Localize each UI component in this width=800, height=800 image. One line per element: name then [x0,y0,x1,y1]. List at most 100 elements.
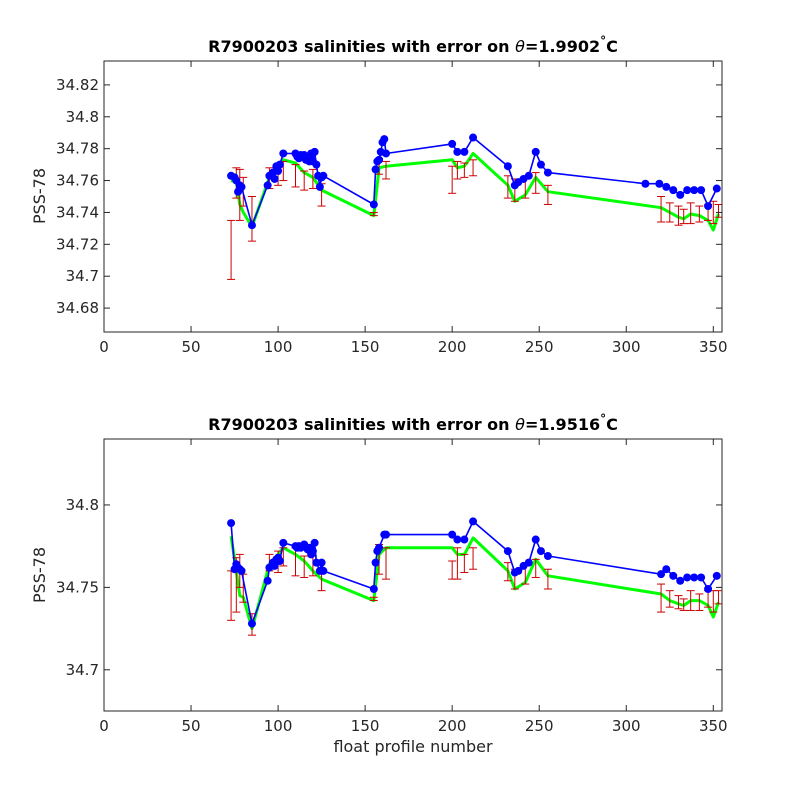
float-salinity-point [704,585,713,594]
x-tick-label: 300 [612,338,641,356]
error-bar [227,219,236,280]
error-bar [460,553,469,574]
float-salinity-point [531,147,540,156]
bottom-axis-ticks: 0 50 100 150 200 250 300 350 34.7 34.75 34.8 [56,439,728,735]
error-bar [665,590,674,608]
error-bar [503,562,512,582]
float-salinity-point [503,162,512,171]
float-salinity-point [662,565,671,574]
float-salinity-point [536,160,545,169]
error-bar [674,205,683,226]
float-salinity-point [310,538,319,547]
float-salinity-point [536,547,545,556]
error-bar [300,555,309,578]
error-bar [291,164,300,188]
x-tick-label: 150 [351,338,380,356]
float-salinity-point [270,174,279,183]
float-salinity-point [382,149,391,158]
float-salinity-point [247,221,256,230]
x-tick-label: 100 [264,338,293,356]
float-salinity-point [263,576,272,585]
error-bar [543,184,552,205]
float-salinity-point [315,182,324,191]
x-tick-label: 150 [351,717,380,735]
float-salinity-point [712,184,721,193]
error-bar [695,593,704,611]
float-salinity-point [371,558,380,567]
x-tick-label: 200 [438,717,467,735]
error-bar [247,196,256,242]
float-salinity-point [237,182,246,191]
error-bar [382,160,391,180]
error-bar [369,596,378,602]
float-salinity-point [460,147,469,156]
float-salinity-point [448,530,457,539]
float-salinity-point [657,570,666,579]
float-salinity-point [275,556,284,565]
y-tick-label: 34.8 [66,108,99,126]
float-salinity-point [274,166,283,175]
float-salinity-point [676,190,685,199]
error-bar [679,598,688,611]
float-salinity-point [371,165,380,174]
top-axis-ticks: 0 50 100 150 200 250 300 350 34.68 34.7 34.72 34.74… [56,61,728,356]
error-bar [657,583,666,613]
y-tick-label: 34.82 [56,76,99,94]
error-bar [453,160,462,180]
float-salinity-point [448,139,457,148]
error-bar [382,547,391,580]
error-bar [665,202,674,223]
top-y-axis-label: PSS-78 [30,168,49,224]
float-salinity-point [669,186,678,195]
float-salinity-point [524,171,533,180]
float-salinity-point [308,547,317,556]
float-salinity-point [247,619,256,628]
float-salinity-point [712,571,721,580]
y-tick-label: 34.78 [56,140,99,158]
float-salinity-point [469,517,478,526]
float-salinity-point [319,171,328,180]
float-salinity-point [690,573,699,582]
y-tick-label: 34.7 [66,267,99,285]
bottom-chart-title: R7900203 salinities with error on θ=1.95… [208,412,618,434]
float-salinity-point [279,149,288,158]
top-axes-box [103,60,723,333]
float-salinity-point [543,552,552,561]
float-salinity-point [503,547,512,556]
error-bar [469,547,478,570]
y-tick-label: 34.7 [66,661,99,679]
float-salinity-point [683,573,692,582]
float-salinity-point [543,168,552,177]
float-salinity-point [319,566,328,575]
bottom-plot-marks [227,517,723,636]
error-bar [543,568,552,590]
float-salinity-point [662,182,671,191]
bottom-plot-area [104,439,722,711]
float-salinity-point [460,535,469,544]
float-salinity-point [514,566,523,575]
float-salinity-point [263,181,272,190]
error-bar [460,162,469,178]
float-salinity-point [275,160,284,169]
float-salinity-point [375,543,384,552]
float-salinity-point [453,147,462,156]
float-salinity-point [704,202,713,211]
x-tick-label: 300 [612,717,641,735]
x-tick-label: 200 [438,338,467,356]
x-tick-label: 50 [181,717,200,735]
float-salinity-point [469,133,478,142]
float-salinity-point [697,186,706,195]
float-salinity-point [524,558,533,567]
float-salinity-point [227,519,236,528]
error-bar [531,172,540,194]
error-bar [308,168,317,190]
x-tick-label: 250 [525,338,554,356]
error-bar [657,196,666,223]
error-bar [714,203,723,218]
x-tick-label: 100 [264,717,293,735]
float-salinity-point [669,571,678,580]
error-bar [679,208,688,225]
float-salinity-point [317,558,326,567]
float-salinity-point [641,179,650,188]
error-bar [695,205,704,223]
